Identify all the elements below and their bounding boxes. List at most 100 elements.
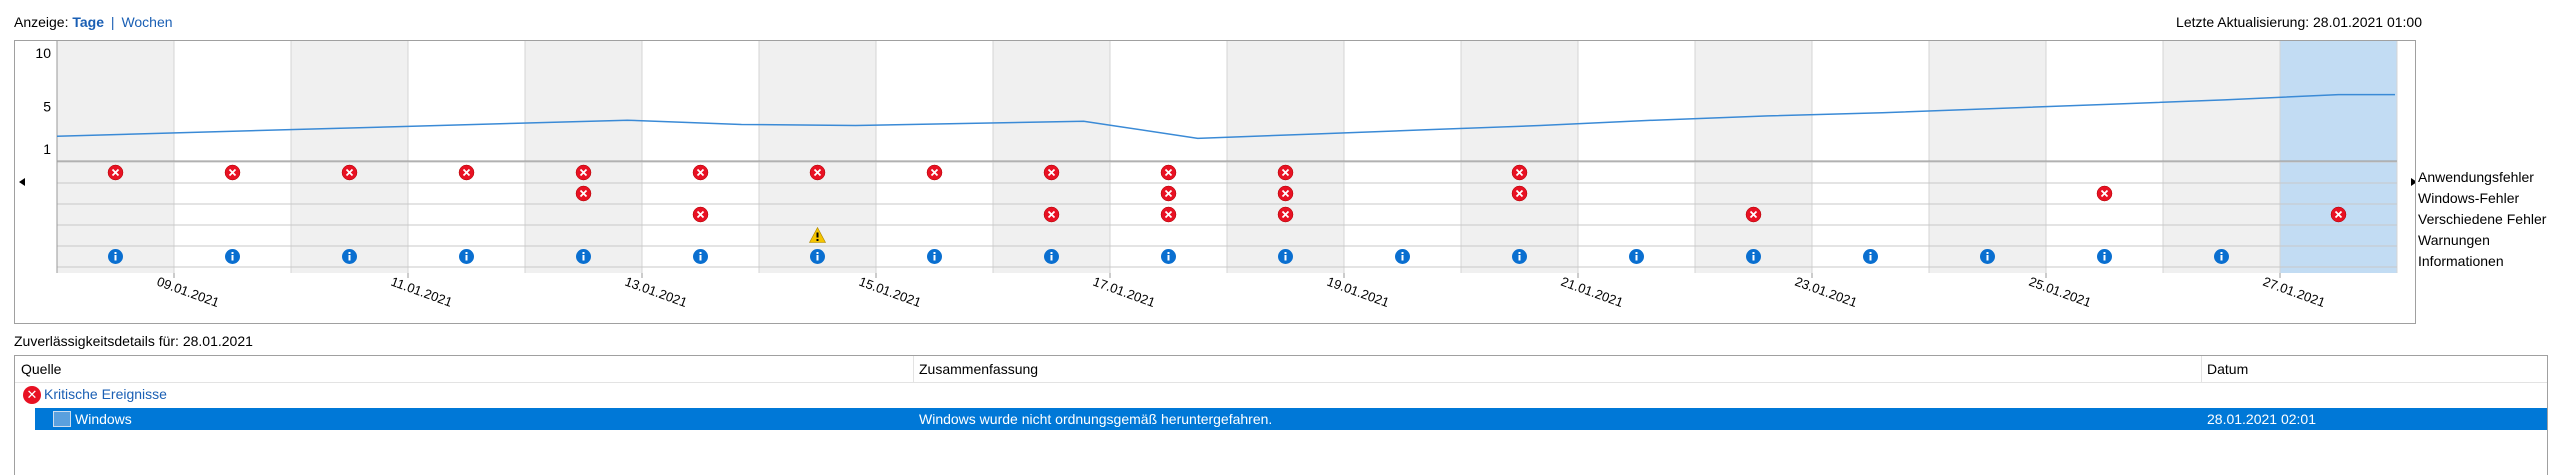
error-x-mark (111, 168, 120, 177)
info-i-dot (114, 252, 117, 254)
date-label: 21.01.2021 (1559, 274, 1625, 310)
warning-dot (816, 239, 819, 241)
view-weeks-link[interactable]: Wochen (121, 14, 173, 30)
view-label: Anzeige: (14, 14, 69, 30)
date-label: 09.01.2021 (155, 274, 221, 310)
view-toggle: Anzeige: Tage | Wochen (14, 14, 2414, 34)
column-divider[interactable] (2201, 356, 2202, 382)
day-column[interactable] (291, 41, 408, 273)
last-update-text: Letzte Aktualisierung: 28.01.2021 01:00 (2176, 14, 2422, 30)
table-row[interactable]: Windows Windows wurde nicht ordnungsgemä… (35, 408, 2547, 430)
view-days-link[interactable]: Tage (72, 14, 105, 30)
error-x-mark (813, 168, 822, 177)
info-i-dot (1167, 252, 1170, 254)
info-i-dot (1050, 252, 1053, 254)
info-i-dot (231, 252, 234, 254)
chart-svg[interactable]: 10 5 1 09.01.2021 11.01.2021 13.01.2021 15.01.… (15, 41, 2415, 323)
info-i-dot (933, 252, 936, 254)
info-i-stem (1050, 255, 1053, 261)
info-i-stem (1518, 255, 1521, 261)
date-label: 23.01.2021 (1793, 274, 1859, 310)
y-tick-label: 5 (43, 98, 51, 114)
date-label: 27.01.2021 (2261, 274, 2327, 310)
day-column[interactable] (642, 41, 759, 273)
info-i-dot (1401, 252, 1404, 254)
view-separator: | (110, 14, 115, 30)
row-label-information: Informationen (2418, 253, 2504, 269)
day-column[interactable] (174, 41, 291, 273)
group-critical-events[interactable]: ✕ Kritische Ereignisse (23, 386, 167, 406)
group-label: Kritische Ereignisse (44, 386, 167, 402)
info-i-dot (1752, 252, 1755, 254)
day-column[interactable] (2163, 41, 2280, 273)
scroll-right-arrow-icon[interactable] (2411, 178, 2415, 186)
error-x-mark (228, 168, 237, 177)
day-column[interactable] (1578, 41, 1695, 273)
info-i-dot (699, 252, 702, 254)
day-column[interactable] (1110, 41, 1227, 273)
day-column[interactable] (1929, 41, 2046, 273)
info-i-stem (582, 255, 585, 261)
day-column[interactable] (1344, 41, 1461, 273)
date-label: 11.01.2021 (389, 274, 454, 310)
error-x-mark (1281, 168, 1290, 177)
error-x-mark (345, 168, 354, 177)
day-column[interactable] (2046, 41, 2163, 273)
info-i-dot (1635, 252, 1638, 254)
day-column[interactable] (1461, 41, 1578, 273)
day-column[interactable] (525, 41, 642, 273)
column-summary[interactable]: Zusammenfassung (919, 361, 1039, 377)
column-source[interactable]: Quelle (21, 361, 62, 377)
info-i-stem (816, 255, 819, 261)
error-x-mark (579, 168, 588, 177)
error-x-mark (462, 168, 471, 177)
day-column[interactable] (2280, 41, 2397, 273)
info-i-stem (699, 255, 702, 261)
info-i-dot (348, 252, 351, 254)
info-i-stem (1635, 255, 1638, 261)
warning-mark (816, 232, 819, 238)
info-i-dot (2220, 252, 2223, 254)
date-label: 15.01.2021 (857, 274, 923, 310)
error-x-mark (2100, 189, 2109, 198)
info-i-stem (1167, 255, 1170, 261)
day-column[interactable] (1695, 41, 1812, 273)
info-i-dot (582, 252, 585, 254)
info-i-stem (2103, 255, 2106, 261)
info-i-stem (348, 255, 351, 261)
info-i-stem (1401, 255, 1404, 261)
details-title: Zuverlässigkeitsdetails für: 28.01.2021 (14, 333, 253, 349)
error-x-mark (1047, 210, 1056, 219)
error-x-mark (696, 168, 705, 177)
event-row-legend: Anwendungsfehler Windows-Fehler Verschie… (2418, 167, 2558, 272)
info-i-dot (1986, 252, 1989, 254)
day-column[interactable] (876, 41, 993, 273)
error-x-mark (1515, 168, 1524, 177)
info-i-dot (1284, 252, 1287, 254)
day-column[interactable] (993, 41, 1110, 273)
windows-app-icon (53, 411, 71, 427)
error-x-mark (1164, 168, 1173, 177)
error-x-mark (696, 210, 705, 219)
details-grid[interactable]: Quelle Zusammenfassung Datum ✕ Kritische … (14, 355, 2548, 475)
date-label: 13.01.2021 (623, 274, 689, 310)
error-x-mark (579, 189, 588, 198)
row-label-warnings: Warnungen (2418, 232, 2490, 248)
info-i-stem (1986, 255, 1989, 261)
column-date[interactable]: Datum (2207, 361, 2249, 377)
row-summary: Windows wurde nicht ordnungsgemäß herunt… (919, 411, 1273, 427)
y-tick-label: 1 (43, 141, 51, 157)
day-column[interactable] (57, 41, 174, 273)
row-label-application-errors: Anwendungsfehler (2418, 169, 2534, 185)
error-x-mark (1749, 210, 1758, 219)
column-divider[interactable] (913, 356, 914, 382)
reliability-chart[interactable]: 10 5 1 09.01.2021 11.01.2021 13.01.2021 15.01.… (14, 40, 2416, 324)
day-column[interactable] (1812, 41, 1929, 273)
error-x-mark (1164, 210, 1173, 219)
info-i-stem (1752, 255, 1755, 261)
info-i-stem (231, 255, 234, 261)
date-label: 17.01.2021 (1091, 274, 1157, 310)
day-column[interactable] (1227, 41, 1344, 273)
scroll-left-arrow-icon[interactable] (19, 178, 25, 186)
day-column[interactable] (408, 41, 525, 273)
